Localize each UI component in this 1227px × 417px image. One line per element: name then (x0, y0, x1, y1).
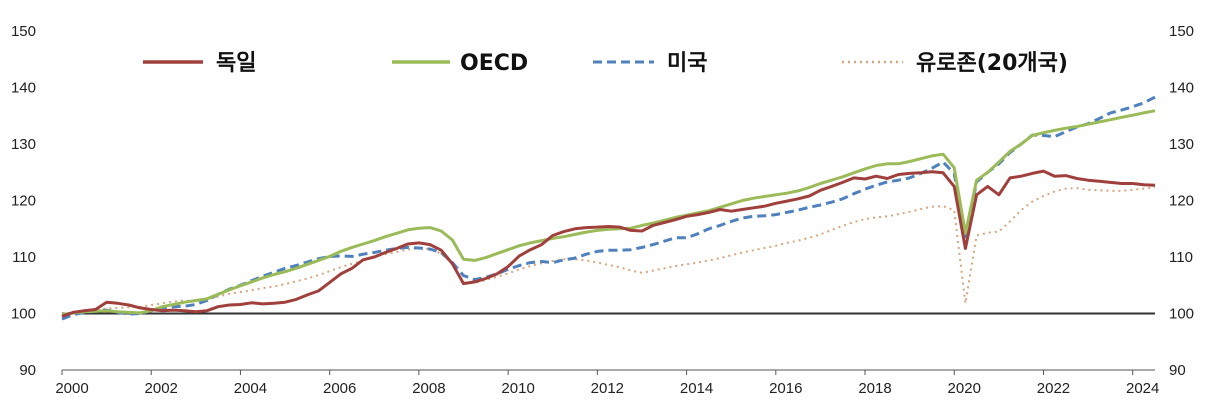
x-tick-label: 2020 (948, 380, 981, 397)
x-tick-label: 2008 (412, 380, 445, 397)
x-tick-label: 2014 (680, 380, 713, 397)
x-axis: 2000 2002 2004 2006 2008 2010 2012 2014 2016 2018… (55, 369, 1159, 397)
y-tick-label-right: 120 (1169, 193, 1194, 210)
y-axis-right: 90 100 110 120 130 140 150 (1169, 23, 1194, 379)
x-tick-label: 2002 (145, 380, 178, 397)
x-tick-label: 2000 (55, 380, 88, 397)
series-line-3 (61, 186, 1156, 317)
legend-label-3: 유로존(20개국) (916, 51, 1068, 76)
x-tick-label: 2012 (591, 380, 624, 397)
y-tick-label-left: 130 (11, 136, 36, 153)
x-tick-label: 2004 (234, 380, 267, 397)
legend-label-1: OECD (460, 51, 528, 76)
series-line-0 (61, 169, 1156, 318)
x-tick-label: 2018 (858, 380, 891, 397)
y-tick-label-left: 110 (12, 249, 36, 266)
y-axis-left: 90 100 110 120 130 140 150 (11, 23, 36, 379)
x-tick-label: 2016 (769, 380, 802, 397)
y-tick-label-left: 140 (11, 80, 36, 97)
y-tick-label-right: 100 (1169, 306, 1194, 323)
series-lines (61, 95, 1156, 321)
y-tick-label-left: 150 (11, 23, 36, 40)
y-tick-label-right: 150 (1169, 23, 1194, 40)
y-tick-label-left: 120 (11, 193, 36, 210)
y-tick-label-right: 110 (1169, 249, 1193, 266)
y-tick-label-right: 140 (1169, 80, 1194, 97)
y-tick-label-left: 100 (11, 306, 36, 323)
series-line-2 (61, 95, 1156, 321)
x-tick-label: 2022 (1037, 380, 1070, 397)
legend: 독일 OECD 미국 유로존(20개국) (143, 51, 1068, 76)
x-tick-label: 2010 (501, 380, 534, 397)
y-tick-label-right: 130 (1169, 136, 1194, 153)
legend-label-2: 미국 (667, 51, 707, 76)
legend-label-0: 독일 (216, 51, 256, 76)
x-tick-label: 2006 (323, 380, 356, 397)
y-tick-label-right: 90 (1169, 362, 1186, 379)
y-tick-label-left: 90 (19, 362, 36, 379)
x-tick-label: 2024 (1126, 380, 1159, 397)
series-line-1 (61, 109, 1156, 317)
